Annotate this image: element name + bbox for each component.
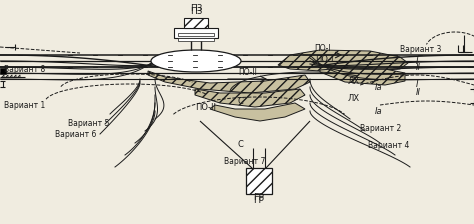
- Text: ПО-II: ПО-II: [195, 103, 216, 112]
- Text: Вариант 8: Вариант 8: [4, 65, 45, 73]
- Polygon shape: [278, 50, 408, 71]
- Text: II: II: [416, 88, 421, 97]
- Polygon shape: [210, 103, 305, 121]
- Text: II: II: [416, 62, 421, 71]
- Bar: [178, 38, 214, 41]
- Bar: [184, 18, 208, 28]
- Text: С: С: [237, 97, 243, 106]
- Polygon shape: [148, 71, 310, 93]
- Text: ПО-I: ПО-I: [315, 54, 334, 63]
- Bar: [0, 68, 6, 74]
- Text: П3: П3: [190, 7, 202, 16]
- Polygon shape: [320, 68, 405, 85]
- Text: ГР: ГР: [254, 196, 264, 205]
- Text: П3: П3: [190, 4, 202, 13]
- Text: Вариант 3: Вариант 3: [400, 45, 441, 54]
- Ellipse shape: [151, 50, 241, 72]
- Text: Iа: Iа: [375, 106, 383, 116]
- Text: Iа: Iа: [375, 82, 383, 91]
- Text: Вариант 5: Вариант 5: [68, 118, 109, 127]
- Text: Вариант 4: Вариант 4: [368, 140, 410, 149]
- Text: Вариант 1: Вариант 1: [4, 101, 45, 110]
- Text: ГР: ГР: [254, 192, 264, 202]
- Text: Вариант 2: Вариант 2: [360, 123, 401, 133]
- Polygon shape: [195, 89, 305, 107]
- Text: Вариант 6: Вариант 6: [55, 129, 96, 138]
- Text: ЛХ: ЛХ: [348, 93, 360, 103]
- Text: С: С: [237, 140, 243, 149]
- Bar: [178, 33, 214, 36]
- Bar: [246, 168, 272, 194]
- Text: Вариант 7: Вариант 7: [224, 157, 265, 166]
- Text: ПО-I: ПО-I: [315, 44, 331, 53]
- Text: I: I: [416, 56, 419, 65]
- Text: ПО-II: ПО-II: [238, 68, 257, 77]
- Text: ЛХ: ЛХ: [348, 77, 360, 86]
- Bar: [174, 28, 218, 38]
- Text: I: I: [416, 80, 419, 88]
